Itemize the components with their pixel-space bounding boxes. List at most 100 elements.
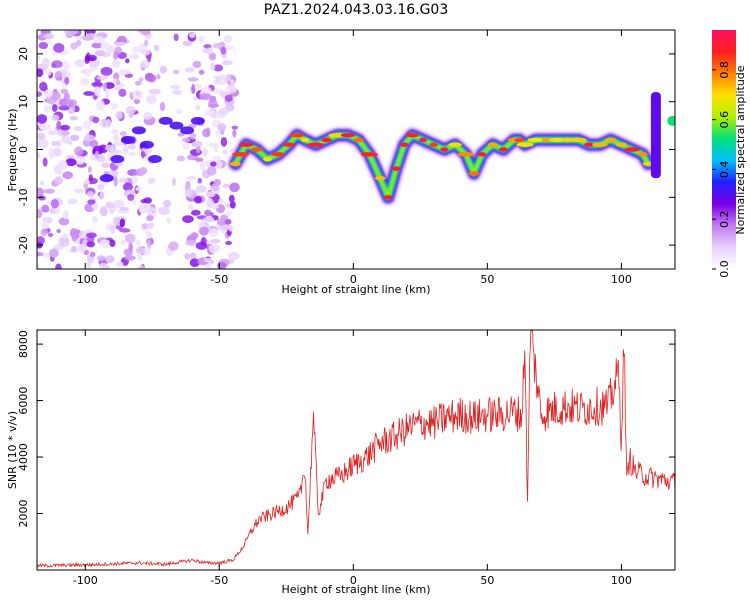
noise-blob [231,125,239,130]
noise-blob [182,40,193,47]
noise-blob [38,195,46,201]
noise-blob [114,149,123,155]
ridge-edge-peak [667,115,675,126]
noise-blob [168,241,179,251]
ridge-peak [353,137,364,143]
ridge-peak [238,142,254,147]
ridge-peak [429,142,438,147]
y-tick-label: 8000 [17,330,30,358]
noise-blob [146,94,157,104]
ridge-peak [419,137,428,143]
noise-blob [113,51,119,60]
noise-blob [63,92,70,103]
spectrogram-y-ticks: -20 -10 0 10 20 [17,47,675,254]
noise-blob [195,185,207,193]
noise-blob [184,188,193,198]
noise-blob [118,88,127,97]
noise-trace [169,121,184,130]
noise-blob [208,243,221,254]
noise-blob [87,166,92,174]
noise-blob [192,96,197,101]
ridge-peak [399,142,409,147]
noise-blob [46,68,52,76]
noise-blob [214,142,219,153]
noise-blob [67,198,78,205]
ridge-peak [570,137,587,143]
noise-blob [198,36,204,43]
spectrogram-x-label: Height of straight line (km) [281,283,430,296]
noise-blob [140,30,151,36]
noise-blob [184,253,191,260]
noise-blob [56,229,61,234]
noise-blob [225,84,237,94]
colorbar-label: Normalized spectral amplitude [734,65,747,234]
noise-blob [60,124,71,131]
noise-blob [139,167,148,175]
noise-blob [190,209,201,216]
noise-blob [216,261,227,269]
noise-blob [104,89,110,99]
ridge-peak [604,137,617,143]
noise-blob [50,114,60,121]
noise-blob [37,132,46,141]
noise-blob [124,233,136,244]
noise-blob [192,140,203,147]
noise-blob [86,241,96,248]
noise-blob [110,102,118,110]
noise-blob [61,134,70,144]
noise-blob [205,191,216,198]
y-tick-label: 0 [17,146,30,153]
noise-blob [224,218,232,225]
noise-blob [111,59,121,68]
noise-blob [135,186,143,192]
noise-blob [217,108,229,116]
noise-blob [210,183,220,192]
noise-blob [135,246,145,254]
noise-blob [220,136,228,147]
noise-blob [119,206,129,212]
noise-blob [214,159,223,170]
noise-blob [153,44,160,52]
ridge-peak [328,132,346,138]
noise-blob [104,255,115,264]
noise-blob [124,255,136,261]
noise-blob [42,157,48,167]
ridge-peak [250,147,264,152]
noise-blob [133,98,141,105]
noise-trace [190,116,205,125]
noise-blob [212,88,223,94]
noise-blob [115,80,121,85]
y-tick-label: -10 [17,188,30,206]
noise-blob [41,220,50,230]
noise-blob [232,129,237,138]
noise-blob [74,59,86,68]
noise-blob [42,33,55,40]
noise-blob [172,89,183,95]
noise-blob [194,157,204,162]
noise-blob [184,67,195,73]
noise-blob [100,66,113,76]
noise-blob [98,262,108,269]
ridge-peak [616,142,627,147]
snr-frame [36,329,676,571]
noise-blob [73,126,83,132]
noise-blob [96,255,106,262]
noise-blob [141,247,152,256]
noise-blob [62,171,74,180]
ridge-peak [300,137,310,143]
noise-blob [71,234,78,242]
y-tick-label: 4000 [17,443,30,471]
noise-blob [206,166,217,176]
noise-blob [113,141,125,147]
noise-blob [58,160,68,170]
noise-blob [166,217,171,224]
noise-blob [77,243,87,253]
noise-blob [93,36,105,44]
noise-blob [47,232,54,237]
noise-blob [39,123,52,131]
noise-blob [37,114,48,124]
noise-blob [138,77,144,82]
ridge-peak [516,142,534,147]
noise-blob [92,116,100,124]
noise-blob [222,60,233,66]
